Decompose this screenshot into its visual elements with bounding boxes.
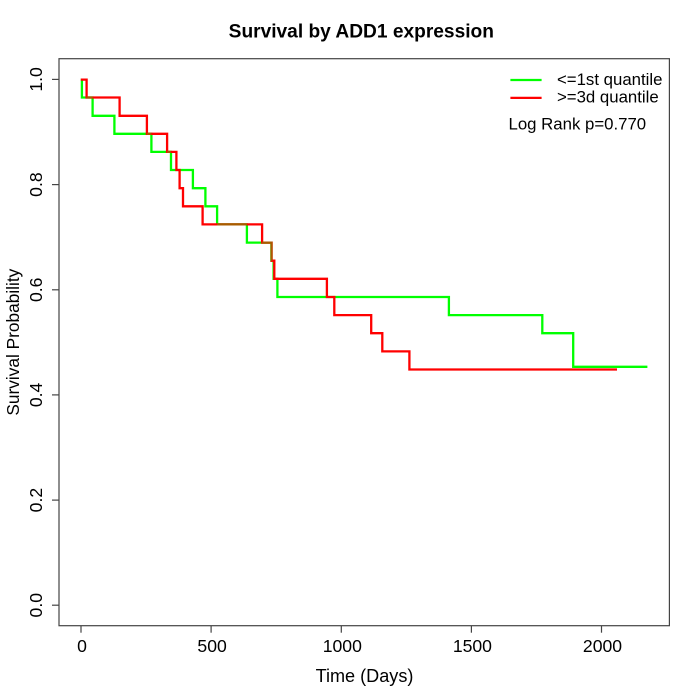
svg-text:0.6: 0.6 [26,277,46,302]
svg-text:1500: 1500 [453,636,492,656]
svg-text:Log Rank p=0.770: Log Rank p=0.770 [509,115,647,134]
svg-text:Survival Probability: Survival Probability [3,268,23,415]
svg-text:0.8: 0.8 [26,172,46,197]
svg-text:0.2: 0.2 [26,488,46,512]
svg-text:Time (Days): Time (Days) [316,666,414,686]
svg-text:1000: 1000 [323,636,362,656]
svg-text:500: 500 [197,636,227,656]
svg-text:0: 0 [77,636,87,656]
svg-text:<=1st quantile: <=1st quantile [557,70,662,89]
svg-text:0.4: 0.4 [26,382,46,407]
svg-text:Survival by ADD1 expression: Survival by ADD1 expression [229,21,494,42]
svg-text:2000: 2000 [583,636,622,656]
svg-text:1.0: 1.0 [26,67,46,92]
svg-text:0.0: 0.0 [26,593,46,618]
svg-text:>=3d quantile: >=3d quantile [557,88,659,107]
